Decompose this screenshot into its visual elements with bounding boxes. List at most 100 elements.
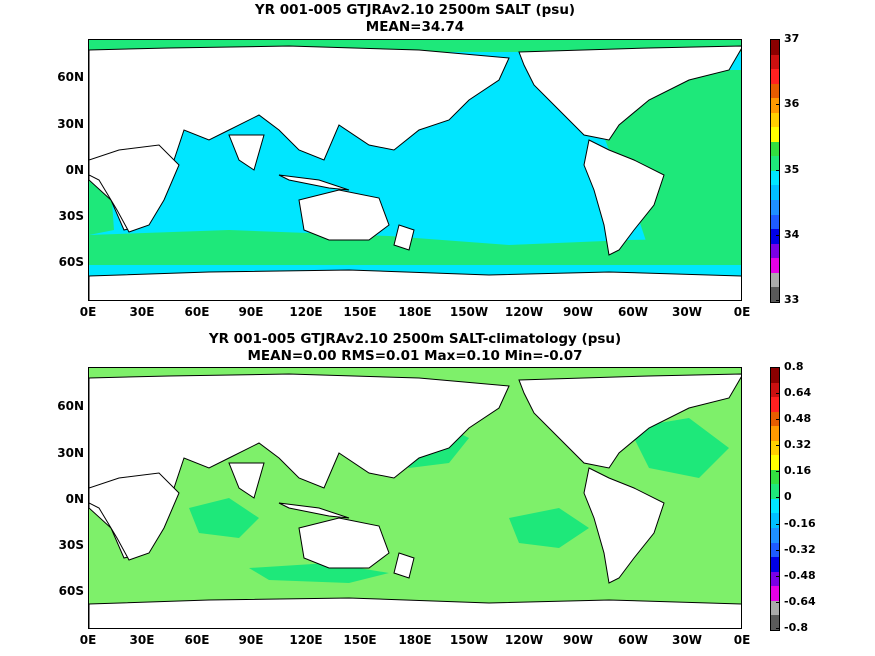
bottom-lon-label: 60W (618, 633, 648, 647)
bottom-lon-label: 0E (733, 633, 751, 647)
top-colorbar-segment (771, 141, 779, 157)
bottom-map-svg (89, 368, 741, 628)
top-colorbar-segment (771, 258, 779, 273)
top-colorbar (770, 39, 780, 303)
top-colorbar-tick: 35 (775, 163, 800, 176)
top-map-svg (89, 40, 741, 300)
bottom-lon-label: 30E (129, 633, 155, 647)
new-zealand-land (393, 224, 415, 251)
top-lon-label: 60W (618, 305, 648, 319)
top-lon-label: 30E (129, 305, 155, 319)
anomaly-patch-east-pacific (509, 508, 589, 548)
top-lon-label: 30W (672, 305, 702, 319)
top-lat-label-60s: 60S (58, 255, 84, 269)
bottom-lon-label: 60E (184, 633, 210, 647)
bottom-lon-label: 180E (398, 633, 432, 647)
bottom-colorbar-segment (771, 571, 779, 587)
bottom-title-line2: MEAN=0.00 RMS=0.01 Max=0.10 Min=-0.07 (247, 348, 583, 364)
top-colorbar-tick: 36 (775, 97, 800, 110)
top-lat-label-60n: 60N (57, 70, 84, 84)
top-colorbar-segment (771, 69, 779, 84)
africa-land (89, 144, 180, 233)
top-lon-label: 0E (733, 305, 751, 319)
bottom-colorbar-segment (771, 600, 779, 616)
bottom-lon-label: 30W (672, 633, 702, 647)
antarctica-land (89, 269, 741, 300)
top-colorbar-segment (771, 54, 779, 70)
anomaly-patch-indian (189, 498, 259, 538)
bottom-colorbar-segment (771, 426, 779, 441)
bottom-colorbar-segment (771, 484, 779, 499)
top-lon-label: 150W (449, 305, 489, 319)
bottom-colorbar-segment (771, 528, 779, 543)
bottom-colorbar-segment (771, 411, 779, 427)
top-lon-label: 150E (343, 305, 377, 319)
top-colorbar-segment (771, 170, 779, 186)
land-b (89, 373, 741, 628)
bottom-colorbar-segment (771, 440, 779, 456)
bottom-colorbar-tick: -0.32 (776, 543, 816, 556)
bottom-colorbar-tick: 0.16 (775, 464, 812, 477)
land (89, 45, 741, 300)
top-colorbar-segment (771, 243, 779, 259)
top-title-line2: MEAN=34.74 (365, 19, 465, 35)
bottom-colorbar-segment (771, 557, 779, 572)
bottom-colorbar-segment (771, 397, 779, 412)
top-colorbar-segment (771, 229, 779, 244)
top-colorbar-segment (771, 214, 779, 230)
south-america-land (583, 467, 665, 584)
bottom-colorbar-segment (771, 382, 779, 398)
bottom-lat-label-60s: 60S (58, 584, 84, 598)
bottom-colorbar-segment (771, 542, 779, 558)
top-colorbar-tick: 33 (775, 293, 800, 306)
top-colorbar-segment (771, 98, 779, 113)
bottom-colorbar-segment (771, 615, 779, 630)
bottom-colorbar-segment (771, 368, 779, 383)
top-lat-label-30n: 30N (57, 117, 84, 131)
bottom-lon-label: 150W (449, 633, 489, 647)
top-colorbar-segment (771, 200, 779, 215)
top-lat-label-30s: 30S (58, 209, 84, 223)
indonesia-land (278, 502, 350, 519)
africa-land (89, 472, 180, 561)
india-land (228, 462, 265, 499)
bottom-colorbar-segment (771, 513, 779, 529)
bottom-colorbar-tick: 0.48 (775, 412, 812, 425)
top-colorbar-segment (771, 83, 779, 99)
bottom-lon-label: 150E (343, 633, 377, 647)
bottom-colorbar-tick: 0.8 (776, 360, 804, 373)
bottom-colorbar-tick: -0.8 (775, 621, 809, 634)
bottom-lon-label: 90W (563, 633, 593, 647)
bottom-colorbar-tick: 0 (776, 490, 792, 503)
top-lon-label: 180E (398, 305, 432, 319)
top-lon-label: 60E (184, 305, 210, 319)
bottom-colorbar-segment (771, 586, 779, 601)
bottom-colorbar-tick: -0.48 (776, 569, 816, 582)
top-lat-label-0n: 0N (65, 163, 84, 177)
top-colorbar-tick: 37 (775, 32, 800, 45)
top-lon-label: 120E (289, 305, 323, 319)
bottom-lat-label-30s: 30S (58, 538, 84, 552)
bottom-colorbar-segment (771, 469, 779, 485)
bottom-colorbar (770, 367, 780, 631)
top-colorbar-tick: 34 (775, 228, 800, 241)
bottom-lat-label-30n: 30N (57, 446, 84, 460)
bottom-colorbar-segment (771, 455, 779, 470)
bottom-lat-label-60n: 60N (57, 399, 84, 413)
north-america-land (518, 373, 741, 469)
top-colorbar-segment (771, 156, 779, 171)
indonesia-land (278, 174, 350, 191)
bottom-lat-label-0n: 0N (65, 492, 84, 506)
anomaly-patch-atlantic (629, 418, 729, 478)
north-america-land (518, 45, 741, 141)
top-colorbar-segment (771, 127, 779, 142)
top-colorbar-segment (771, 185, 779, 201)
bottom-title-line1: YR 001-005 GTJRAv2.10 2500m SALT-climato… (208, 331, 622, 347)
bottom-colorbar-tick: -0.64 (776, 595, 816, 608)
top-title-line1: YR 001-005 GTJRAv2.10 2500m SALT (psu) (254, 2, 576, 18)
south-america-land (583, 139, 665, 256)
top-colorbar-segment (771, 272, 779, 288)
bottom-colorbar-tick: -0.16 (776, 517, 816, 530)
top-lon-label: 90W (563, 305, 593, 319)
top-map (88, 39, 742, 301)
